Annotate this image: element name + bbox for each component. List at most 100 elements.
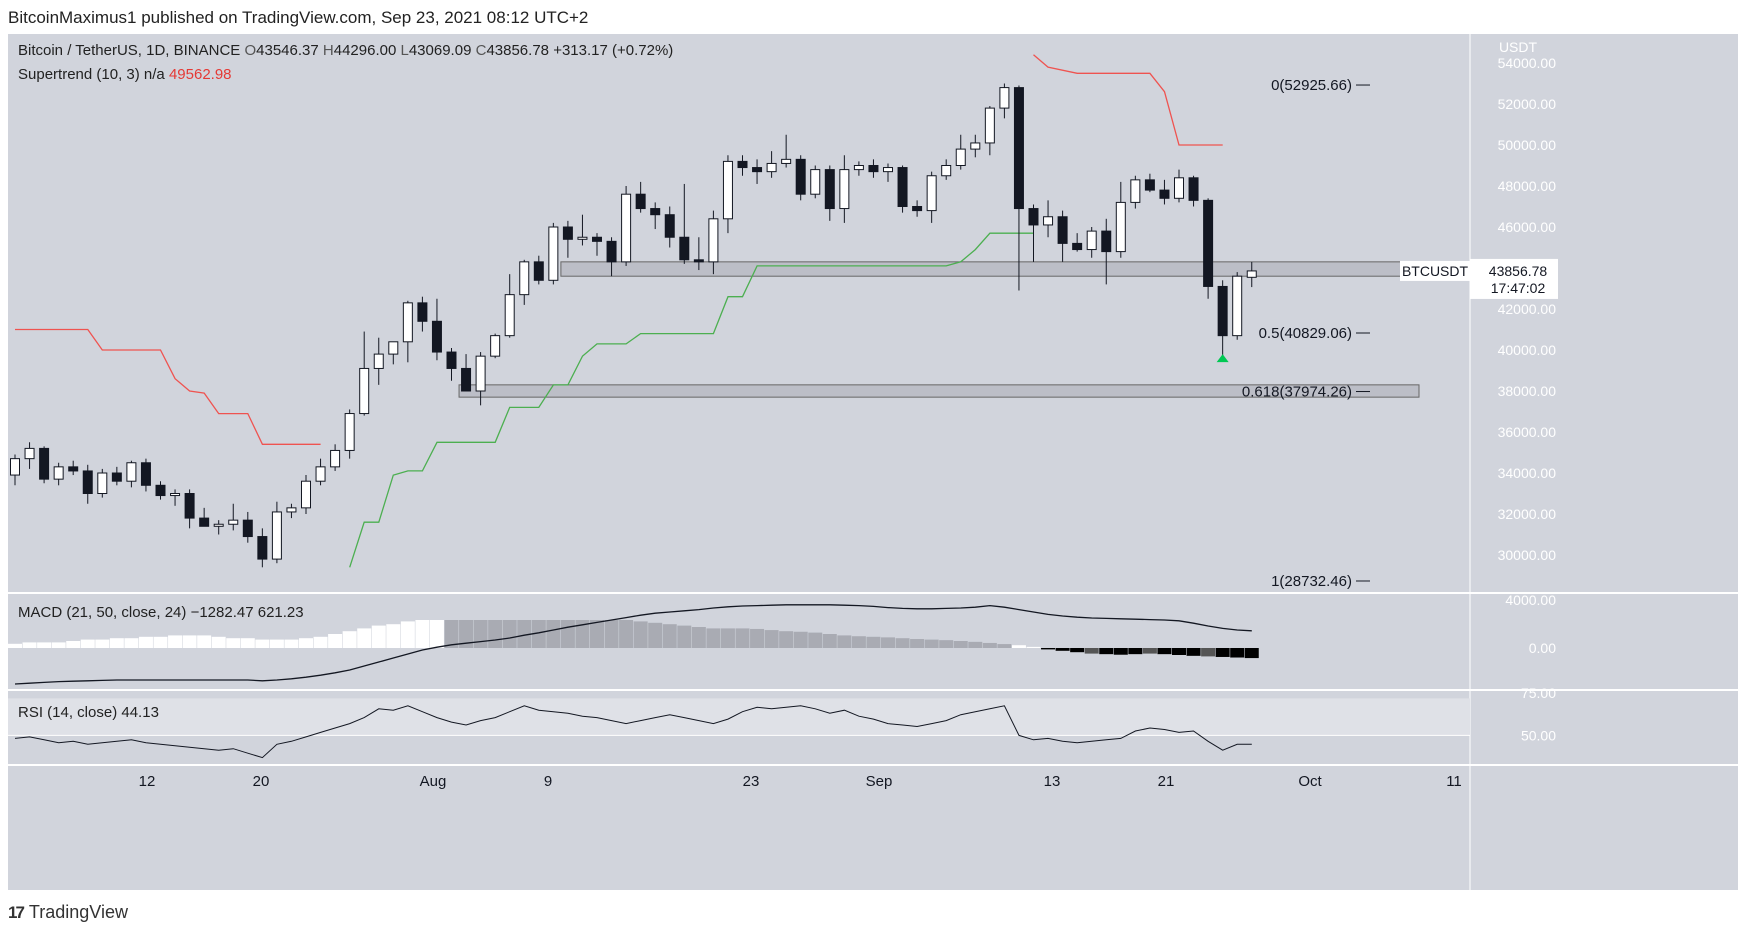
supertrend-na: n/a xyxy=(143,66,165,83)
macd-histogram-bar xyxy=(415,620,430,648)
macd-histogram-bar xyxy=(575,620,590,648)
macd-histogram-bar xyxy=(735,628,750,648)
macd-histogram-bar xyxy=(197,635,212,648)
macd-histogram-bar xyxy=(502,620,517,648)
candle-body xyxy=(722,160,733,220)
macd-histogram-bar xyxy=(488,620,503,648)
macd-histogram-bar xyxy=(517,620,532,648)
footer-branding[interactable]: 17 TradingView xyxy=(8,902,128,923)
price-tag-bg xyxy=(1470,258,1558,299)
candle-body xyxy=(271,511,282,560)
macd-histogram-bar xyxy=(1055,648,1070,651)
macd-histogram-bar xyxy=(968,641,983,648)
macd-histogram-bar xyxy=(720,628,735,648)
rsi-label: RSI (14, close) xyxy=(18,704,118,721)
macd-histogram-bar xyxy=(822,634,837,648)
macd-histogram-bar xyxy=(386,624,401,648)
candle-body xyxy=(606,240,617,263)
price-axis-bg xyxy=(1470,34,1738,890)
candle-body xyxy=(766,162,777,173)
candle-body xyxy=(1174,177,1184,199)
candle-body xyxy=(184,493,195,519)
candle-body xyxy=(1057,216,1068,244)
candle-body xyxy=(679,236,690,261)
candle-body xyxy=(431,320,442,353)
macd-histogram-bar xyxy=(910,639,925,648)
candle-body xyxy=(446,351,457,369)
time-axis-label: 13 xyxy=(1044,773,1061,790)
rsi-line xyxy=(14,705,1252,759)
macd-histogram-bar xyxy=(764,630,779,648)
macd-histogram-bar xyxy=(168,635,183,648)
candle-body xyxy=(257,536,268,560)
ohlc-legend: Bitcoin / TetherUS, 1D, BINANCE O43546.3… xyxy=(18,42,673,59)
macd-histogram-bar xyxy=(66,641,81,648)
candle-body xyxy=(140,462,151,486)
candle-body xyxy=(170,493,181,497)
macd-histogram-bar xyxy=(895,638,910,648)
candle-body xyxy=(402,302,413,343)
bar-countdown: 17:47:02 xyxy=(1491,280,1546,296)
price-axis-label: 52000.00 xyxy=(1498,96,1557,112)
candle-body xyxy=(126,462,137,482)
candle-body xyxy=(1013,87,1024,210)
macd-histogram-bar xyxy=(939,640,954,648)
symbol-name[interactable]: Bitcoin / TetherUS, 1D, BINANCE xyxy=(18,42,241,59)
supertrend-down-line xyxy=(1033,54,1223,146)
macd-histogram-bar xyxy=(182,635,197,648)
macd-histogram-bar xyxy=(750,628,765,648)
brand-name: TradingView xyxy=(28,902,128,922)
macd-histogram-bar xyxy=(124,638,139,648)
macd-histogram-bar xyxy=(1113,648,1128,655)
candle-body xyxy=(941,165,952,177)
macd-histogram-bar xyxy=(982,642,997,648)
current-price: 43856.78 xyxy=(1489,263,1548,279)
candle-body xyxy=(199,517,210,527)
macd-histogram-bar xyxy=(284,639,299,648)
symbol-tag-bg xyxy=(1400,260,1470,281)
candle-body xyxy=(228,519,239,525)
candle-body xyxy=(1043,216,1054,226)
candle-body xyxy=(213,523,224,527)
chart-frame: 0(52925.66) 0.5(40829.06) 0.618(37974.26) 1… xyxy=(8,34,1738,890)
candlestick-chart[interactable]: 0(52925.66) 0.5(40829.06) 0.618(37974.26) 1… xyxy=(8,34,1738,890)
time-axis-label: 12 xyxy=(139,773,156,790)
fib-level-label: 1(28732.46) xyxy=(1271,573,1352,590)
rsi-axis-label: 50.00 xyxy=(1521,727,1556,743)
candle-body xyxy=(1101,230,1112,253)
candle-body xyxy=(461,367,472,392)
macd-legend[interactable]: MACD (21, 50, close, 24) −1282.47 621.23 xyxy=(18,604,304,621)
price-axis-label: 42000.00 xyxy=(1498,301,1557,317)
macd-histogram-bar xyxy=(633,621,648,648)
candle-body xyxy=(344,413,355,451)
time-axis-label: 21 xyxy=(1158,773,1175,790)
price-axis-label: 48000.00 xyxy=(1498,178,1557,194)
time-axis-label: Oct xyxy=(1298,773,1322,790)
main-pane-bg xyxy=(8,34,1470,592)
candle-body xyxy=(1188,177,1199,201)
macd-label: MACD (21, 50, close, 24) xyxy=(18,604,187,621)
macd-histogram-bar xyxy=(851,636,866,648)
candle-body xyxy=(664,214,675,238)
rsi-legend[interactable]: RSI (14, close) 44.13 xyxy=(18,704,159,721)
price-axis-label: 54000.00 xyxy=(1498,55,1557,71)
candle-body xyxy=(490,335,501,357)
candle-body xyxy=(926,175,937,212)
fib-level-label: 0.5(40829.06) xyxy=(1259,325,1352,342)
macd-histogram-bar xyxy=(8,643,22,648)
candle-body xyxy=(1217,285,1228,337)
low-label: L xyxy=(400,42,409,59)
supertrend-down-line xyxy=(15,328,321,445)
macd-histogram-bar xyxy=(459,620,474,648)
candle-body xyxy=(1159,189,1170,199)
price-axis-label: 32000.00 xyxy=(1498,506,1557,522)
macd-histogram-bar xyxy=(255,639,270,648)
open-value: 43546.37 xyxy=(256,42,319,59)
macd-histogram-bar xyxy=(997,644,1012,648)
price-axis-label: 30000.00 xyxy=(1498,547,1557,563)
close-label: C xyxy=(475,42,487,59)
price-axis-label: 34000.00 xyxy=(1498,465,1557,481)
candle-body xyxy=(635,193,646,210)
symbol-tag: BTCUSDT xyxy=(1402,263,1469,279)
supertrend-legend[interactable]: Supertrend (10, 3) n/a 49562.98 xyxy=(18,66,232,83)
